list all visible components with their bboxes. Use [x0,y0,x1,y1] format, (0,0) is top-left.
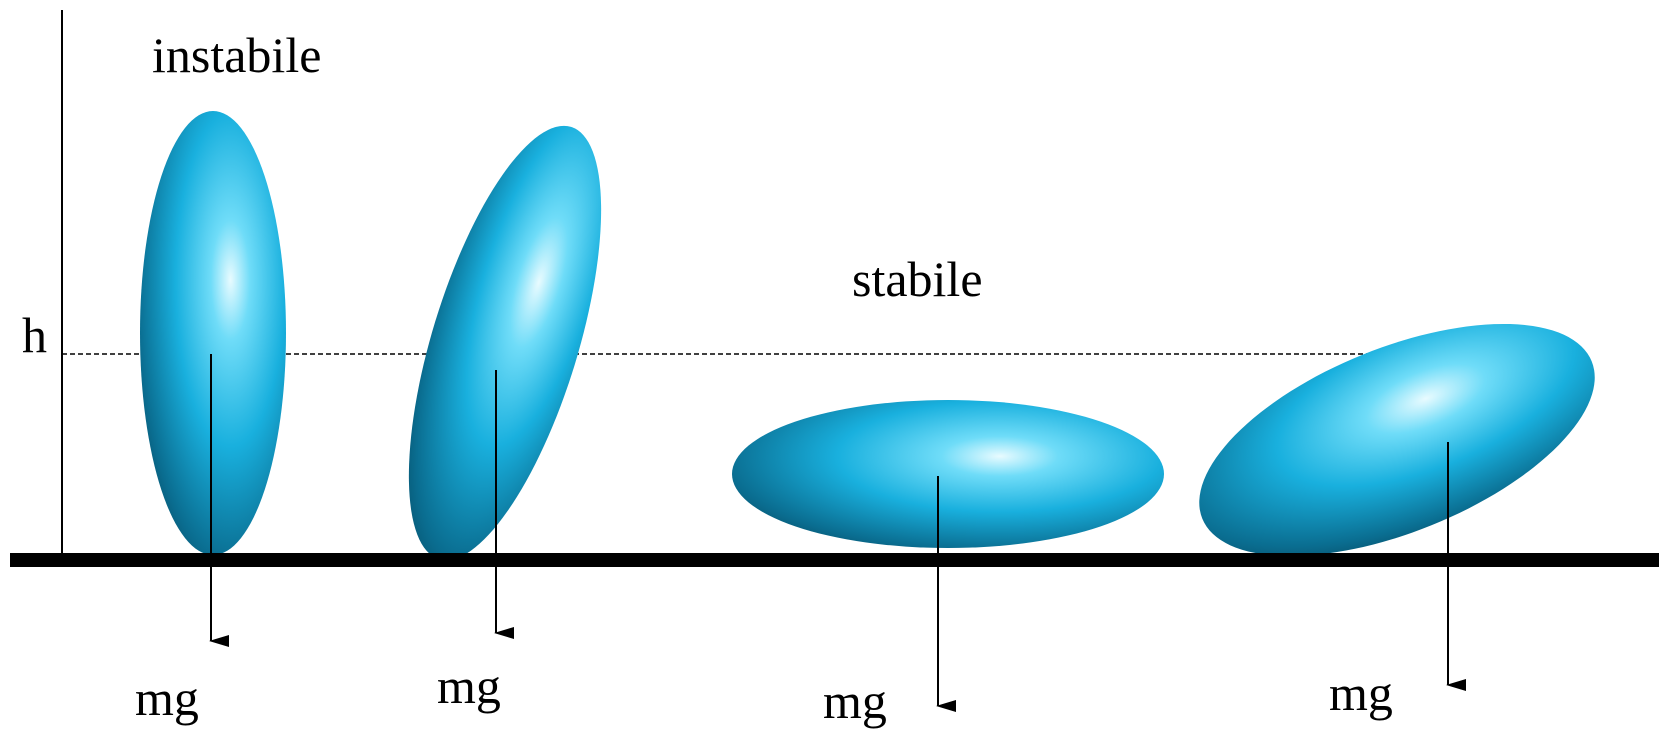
weight-label-3: mg [823,673,887,729]
ellipsoid-tilted-upright [408,125,602,561]
weight-label-4: mg [1329,665,1393,721]
unstable-label: instabile [152,27,321,83]
weight-label-2: mg [437,658,501,714]
ellipsoid-flat [732,400,1164,548]
ellipsoid-upright [140,111,286,555]
ground-line [10,553,1659,567]
weight-label-1: mg [135,670,199,726]
stable-label: stabile [852,251,983,307]
ellipsoid-tilted-flat [1199,323,1595,557]
height-label: h [22,307,47,363]
